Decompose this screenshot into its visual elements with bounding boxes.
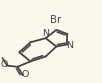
Text: N: N [42, 29, 49, 38]
Text: O: O [1, 60, 8, 69]
Text: Br: Br [50, 15, 61, 25]
Text: N: N [67, 41, 74, 50]
Text: O: O [22, 70, 29, 79]
